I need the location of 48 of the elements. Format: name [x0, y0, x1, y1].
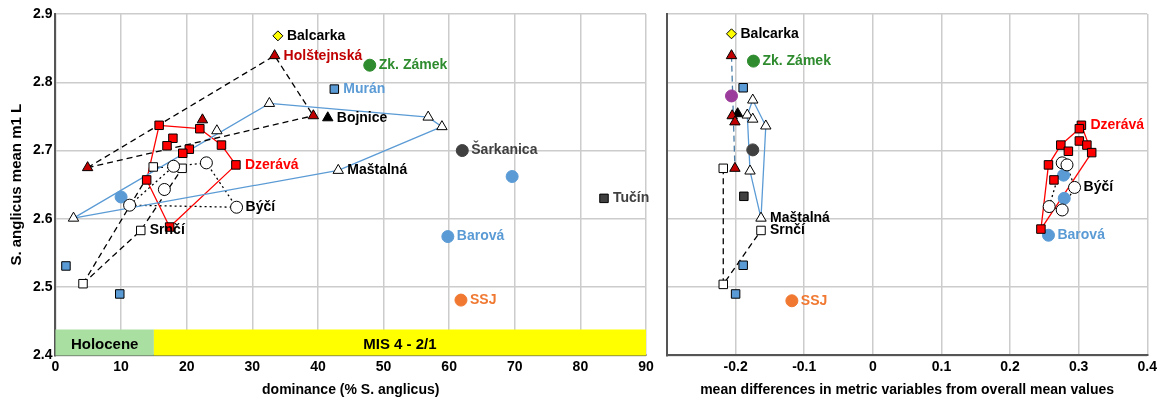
- series-label: SSJ: [800, 291, 828, 308]
- series-label: Býčí: [1083, 178, 1115, 195]
- series-label: Srnčí: [149, 221, 186, 238]
- x-axis-title: mean differences in metric variables from overall mean values: [700, 381, 1115, 398]
- x-tick-label: -0.1: [792, 357, 817, 374]
- x-tick-label: 30: [244, 357, 261, 374]
- x-tick-label: -0.2: [723, 357, 748, 374]
- band-label: MIS 4 - 2/1: [363, 334, 437, 352]
- x-tick-label: 0.4: [1137, 357, 1158, 374]
- x-tick-label: 70: [506, 357, 523, 374]
- y-tick-label: 2.6: [32, 209, 53, 226]
- series-label: Barová: [1057, 226, 1106, 243]
- series-label: Býčí: [245, 198, 277, 215]
- y-axis-title: S. anglicus mean m1 L: [7, 103, 25, 266]
- x-tick-label: 60: [441, 357, 458, 374]
- x-tick-label: 10: [113, 357, 130, 374]
- series-label: Zk. Zámek: [378, 56, 448, 73]
- y-tick-label: 2.9: [32, 4, 53, 21]
- x-tick-label: 0.1: [931, 357, 952, 374]
- series-label: Balcarka: [740, 24, 800, 41]
- x-tick-label: 40: [310, 357, 326, 374]
- series-label: SSJ: [469, 290, 497, 307]
- x-axis-title: dominance (% S. anglicus): [262, 381, 440, 398]
- x-tick-label: 0.3: [1068, 357, 1089, 374]
- series-label: Barová: [456, 227, 505, 244]
- series-label: Balcarka: [286, 26, 346, 43]
- series-label: Holštejnská: [283, 46, 363, 63]
- series-label: Dzerává: [1090, 116, 1145, 133]
- series-label: Murán: [343, 79, 386, 96]
- y-tick-label: 2.8: [32, 73, 53, 90]
- series-label: Tučín: [613, 189, 650, 206]
- x-tick-label: 20: [178, 357, 195, 374]
- series-label: Šarkanica: [471, 140, 538, 158]
- series-label: Srnčí: [770, 221, 807, 238]
- band-label: Holocene: [70, 334, 139, 352]
- series-label: Bojnice: [336, 108, 388, 125]
- series-label: Dzerává: [244, 155, 299, 172]
- y-tick-label: 2.5: [32, 277, 53, 294]
- series-label: Zk. Zámek: [762, 51, 832, 68]
- x-tick-label: 0.2: [1000, 357, 1020, 374]
- y-tick-label: 2.7: [32, 141, 53, 158]
- series-label: Maštalná: [347, 161, 408, 178]
- y-tick-label: 2.4: [32, 346, 53, 363]
- x-tick-label: 80: [572, 357, 589, 374]
- x-tick-label: 50: [375, 357, 392, 374]
- x-tick-label: 90: [638, 357, 654, 374]
- x-tick-label: 0: [51, 357, 60, 374]
- x-tick-label: 0: [868, 357, 877, 374]
